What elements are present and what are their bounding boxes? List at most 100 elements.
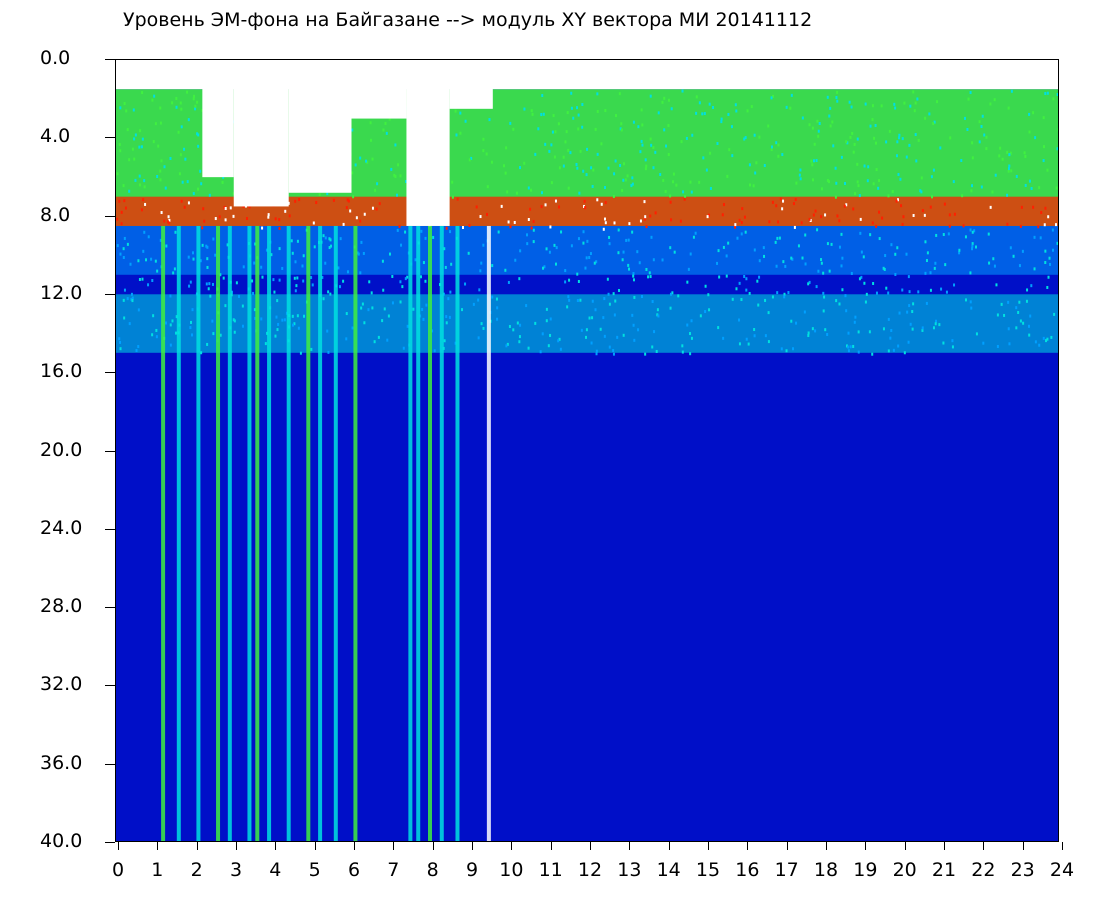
heatmap-speck — [964, 235, 967, 239]
heatmap-speck — [559, 347, 562, 351]
heatmap-speck — [852, 150, 855, 154]
heatmap-speck — [482, 149, 485, 153]
heatmap-speck — [122, 298, 125, 302]
heatmap-speck — [816, 228, 819, 232]
heatmap-speck — [618, 92, 621, 96]
heatmap-speck — [878, 237, 881, 241]
x-tick-label: 19 — [853, 859, 878, 881]
heatmap-speck — [404, 230, 407, 234]
heatmap-speck — [939, 146, 942, 150]
heatmap-speck — [322, 234, 325, 238]
heatmap-speck — [900, 204, 903, 208]
y-tick-mark — [105, 59, 115, 60]
heatmap-speck — [625, 238, 628, 242]
heatmap-speck — [554, 130, 557, 134]
heatmap-speck — [175, 96, 178, 100]
heatmap-speck — [924, 116, 927, 120]
heatmap-speck — [932, 168, 935, 172]
heatmap-speck — [931, 195, 934, 199]
heatmap-speck — [267, 213, 270, 217]
heatmap-speck — [794, 198, 797, 202]
heatmap-speck — [346, 198, 349, 202]
heatmap-speck — [151, 98, 154, 102]
heatmap-speck — [734, 103, 737, 107]
heatmap-speck — [736, 236, 739, 240]
heatmap-speck — [911, 327, 914, 331]
heatmap-speck — [1000, 302, 1003, 306]
heatmap-speck — [351, 326, 354, 330]
heatmap-speck — [859, 217, 862, 221]
heatmap-speck — [735, 109, 738, 113]
heatmap-speck — [397, 163, 400, 167]
heatmap-speck — [509, 225, 512, 229]
heatmap-speck — [908, 143, 911, 147]
y-tick-mark — [105, 528, 115, 530]
heatmap-speck — [496, 317, 499, 321]
heatmap-speck — [491, 264, 494, 268]
heatmap-speck — [192, 257, 195, 261]
heatmap-speck — [726, 174, 729, 178]
heatmap-speck — [208, 193, 211, 197]
x-tick-mark — [826, 842, 827, 850]
heatmap-speck — [278, 278, 281, 282]
heatmap-speck — [1006, 150, 1009, 154]
heatmap-speck — [637, 125, 640, 129]
heatmap-speck — [399, 280, 402, 284]
heatmap-speck — [845, 344, 848, 348]
heatmap-speck — [835, 299, 838, 303]
heatmap-speck — [912, 213, 915, 217]
heatmap-speck — [685, 136, 688, 140]
heatmap-speck — [1044, 206, 1047, 210]
heatmap-speck — [214, 253, 217, 257]
heatmap-speck — [126, 128, 129, 132]
heatmap-speck — [357, 252, 360, 256]
heatmap-speck — [698, 180, 701, 184]
heatmap-speck — [496, 306, 499, 310]
heatmap-speck — [725, 274, 728, 278]
heatmap-speck — [174, 230, 177, 234]
heatmap-speck — [566, 305, 569, 309]
heatmap-speck — [826, 242, 829, 246]
heatmap-speck — [526, 242, 529, 246]
heatmap-speck — [731, 154, 734, 158]
heatmap-speck — [206, 257, 209, 261]
heatmap-speck — [254, 242, 257, 246]
heatmap-speck — [540, 191, 543, 195]
heatmap-speck — [376, 182, 379, 186]
heatmap-speck — [593, 261, 596, 265]
heatmap-speck — [276, 299, 279, 303]
heatmap-speck — [187, 201, 190, 205]
x-tick-mark — [590, 842, 591, 850]
heatmap-speck — [746, 109, 749, 113]
heatmap-speck — [689, 332, 692, 336]
heatmap-speck — [1007, 167, 1010, 171]
heatmap-speck — [278, 226, 281, 230]
heatmap-speck — [1046, 91, 1049, 95]
heatmap-speck — [1019, 319, 1022, 323]
heatmap-speck — [753, 248, 756, 252]
heatmap-speck — [869, 233, 872, 237]
heatmap-speck — [856, 162, 859, 166]
heatmap-speck — [820, 258, 823, 262]
heatmap-speck — [224, 206, 227, 210]
heatmap-speck — [302, 254, 305, 258]
heatmap-speck — [507, 280, 510, 284]
heatmap-speck — [962, 224, 965, 228]
heatmap-speck — [973, 229, 976, 233]
heatmap-speck — [197, 133, 200, 137]
heatmap-speck — [893, 102, 896, 106]
heatmap-stripe — [227, 225, 232, 841]
heatmap-speck — [254, 316, 257, 320]
heatmap-speck — [898, 311, 901, 315]
heatmap-speck — [594, 308, 597, 312]
heatmap-speck — [612, 348, 615, 352]
heatmap-speck — [294, 260, 297, 264]
heatmap-speck — [831, 120, 834, 124]
heatmap-speck — [1038, 343, 1041, 347]
heatmap-speck — [722, 336, 725, 340]
x-tick-label: 11 — [538, 859, 563, 881]
heatmap-speck — [297, 326, 300, 330]
heatmap-speck — [604, 109, 607, 113]
heatmap-speck — [296, 276, 299, 280]
heatmap-speck — [942, 341, 945, 345]
